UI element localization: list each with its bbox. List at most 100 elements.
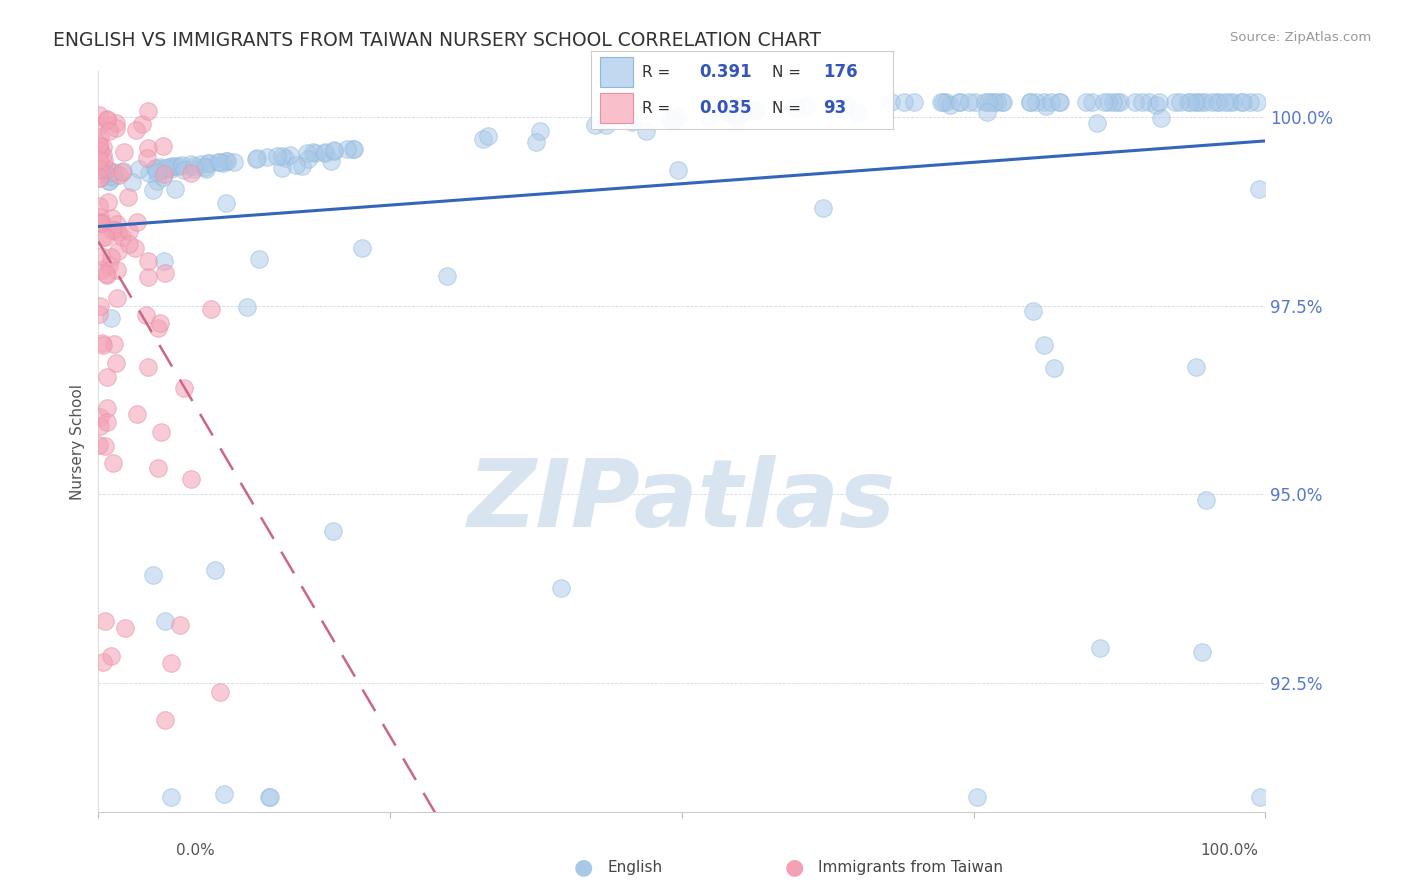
Point xyxy=(1123,95,1146,109)
Point xyxy=(91,229,114,244)
Point xyxy=(136,141,159,155)
Point xyxy=(666,110,689,124)
Point xyxy=(155,267,177,281)
Point xyxy=(105,263,128,277)
Point xyxy=(929,95,952,109)
Text: ●: ● xyxy=(785,857,804,877)
Text: ENGLISH VS IMMIGRANTS FROM TAIWAN NURSERY SCHOOL CORRELATION CHART: ENGLISH VS IMMIGRANTS FROM TAIWAN NURSER… xyxy=(53,31,821,50)
Point xyxy=(103,337,125,351)
Point xyxy=(124,241,146,255)
Point xyxy=(1149,112,1171,126)
Point xyxy=(1246,95,1268,109)
Point xyxy=(87,153,110,167)
Point xyxy=(284,158,307,172)
Point xyxy=(153,713,176,727)
Point xyxy=(1035,99,1057,113)
Point xyxy=(1185,95,1208,109)
Point xyxy=(136,151,159,165)
Point xyxy=(794,98,817,112)
Point xyxy=(659,112,682,126)
Point xyxy=(1144,98,1167,112)
Point xyxy=(1178,95,1201,109)
Point xyxy=(89,419,111,434)
Point xyxy=(634,124,657,138)
Point xyxy=(1208,95,1230,109)
Point xyxy=(96,401,118,416)
Point xyxy=(477,128,499,143)
Bar xyxy=(599,57,633,87)
Point xyxy=(89,108,111,122)
Point xyxy=(169,159,191,173)
Point xyxy=(96,161,118,176)
Point xyxy=(314,146,336,161)
Point xyxy=(271,148,294,162)
Point xyxy=(1019,95,1042,109)
Point xyxy=(89,299,111,313)
Point xyxy=(207,154,229,169)
Point xyxy=(138,166,160,180)
Point xyxy=(302,145,325,160)
Point xyxy=(173,381,195,395)
Point xyxy=(1168,95,1191,109)
Point xyxy=(583,119,606,133)
Point xyxy=(526,135,548,149)
Point xyxy=(136,359,159,374)
Point xyxy=(100,250,122,264)
Point xyxy=(1101,95,1123,109)
Point xyxy=(352,241,374,255)
Point xyxy=(983,95,1005,109)
Point xyxy=(322,524,344,538)
Point xyxy=(105,116,128,130)
Point xyxy=(529,124,551,138)
Point xyxy=(1239,95,1261,109)
Point xyxy=(180,472,202,486)
Point xyxy=(118,224,141,238)
Point xyxy=(980,95,1002,109)
Point xyxy=(89,138,111,153)
Point xyxy=(111,230,134,244)
Text: Source: ZipAtlas.com: Source: ZipAtlas.com xyxy=(1230,31,1371,45)
Point xyxy=(1092,95,1115,109)
Point xyxy=(149,316,172,330)
Point xyxy=(96,268,118,282)
Point xyxy=(100,648,122,663)
Point xyxy=(1229,95,1251,109)
Point xyxy=(87,139,110,153)
Point xyxy=(146,460,169,475)
Point xyxy=(811,201,834,215)
Point xyxy=(105,217,128,231)
Point xyxy=(211,155,233,169)
Point xyxy=(180,157,202,171)
Point xyxy=(135,308,157,322)
Point xyxy=(183,162,205,177)
Point xyxy=(1047,95,1070,109)
Point xyxy=(1222,95,1244,109)
Point xyxy=(152,167,174,181)
Point xyxy=(846,106,869,120)
Point xyxy=(87,437,110,451)
Point xyxy=(194,160,217,174)
Point xyxy=(725,112,748,126)
Point xyxy=(198,155,221,169)
Point xyxy=(121,175,143,189)
Point xyxy=(236,300,259,314)
Point xyxy=(1213,95,1236,109)
Point xyxy=(1049,95,1071,109)
Point xyxy=(1021,304,1043,318)
Point xyxy=(149,425,172,440)
Point xyxy=(87,214,110,228)
Point xyxy=(823,99,845,113)
Point xyxy=(666,163,689,178)
Point xyxy=(321,154,343,169)
Point xyxy=(976,105,998,120)
Point xyxy=(96,267,118,281)
Point xyxy=(97,194,120,209)
Point xyxy=(991,95,1014,109)
Point xyxy=(163,159,186,173)
Point xyxy=(1232,95,1254,109)
Point xyxy=(278,148,301,162)
Point xyxy=(835,98,858,112)
Y-axis label: Nursery School: Nursery School xyxy=(70,384,86,500)
Point xyxy=(336,142,359,156)
Point xyxy=(1076,95,1098,109)
